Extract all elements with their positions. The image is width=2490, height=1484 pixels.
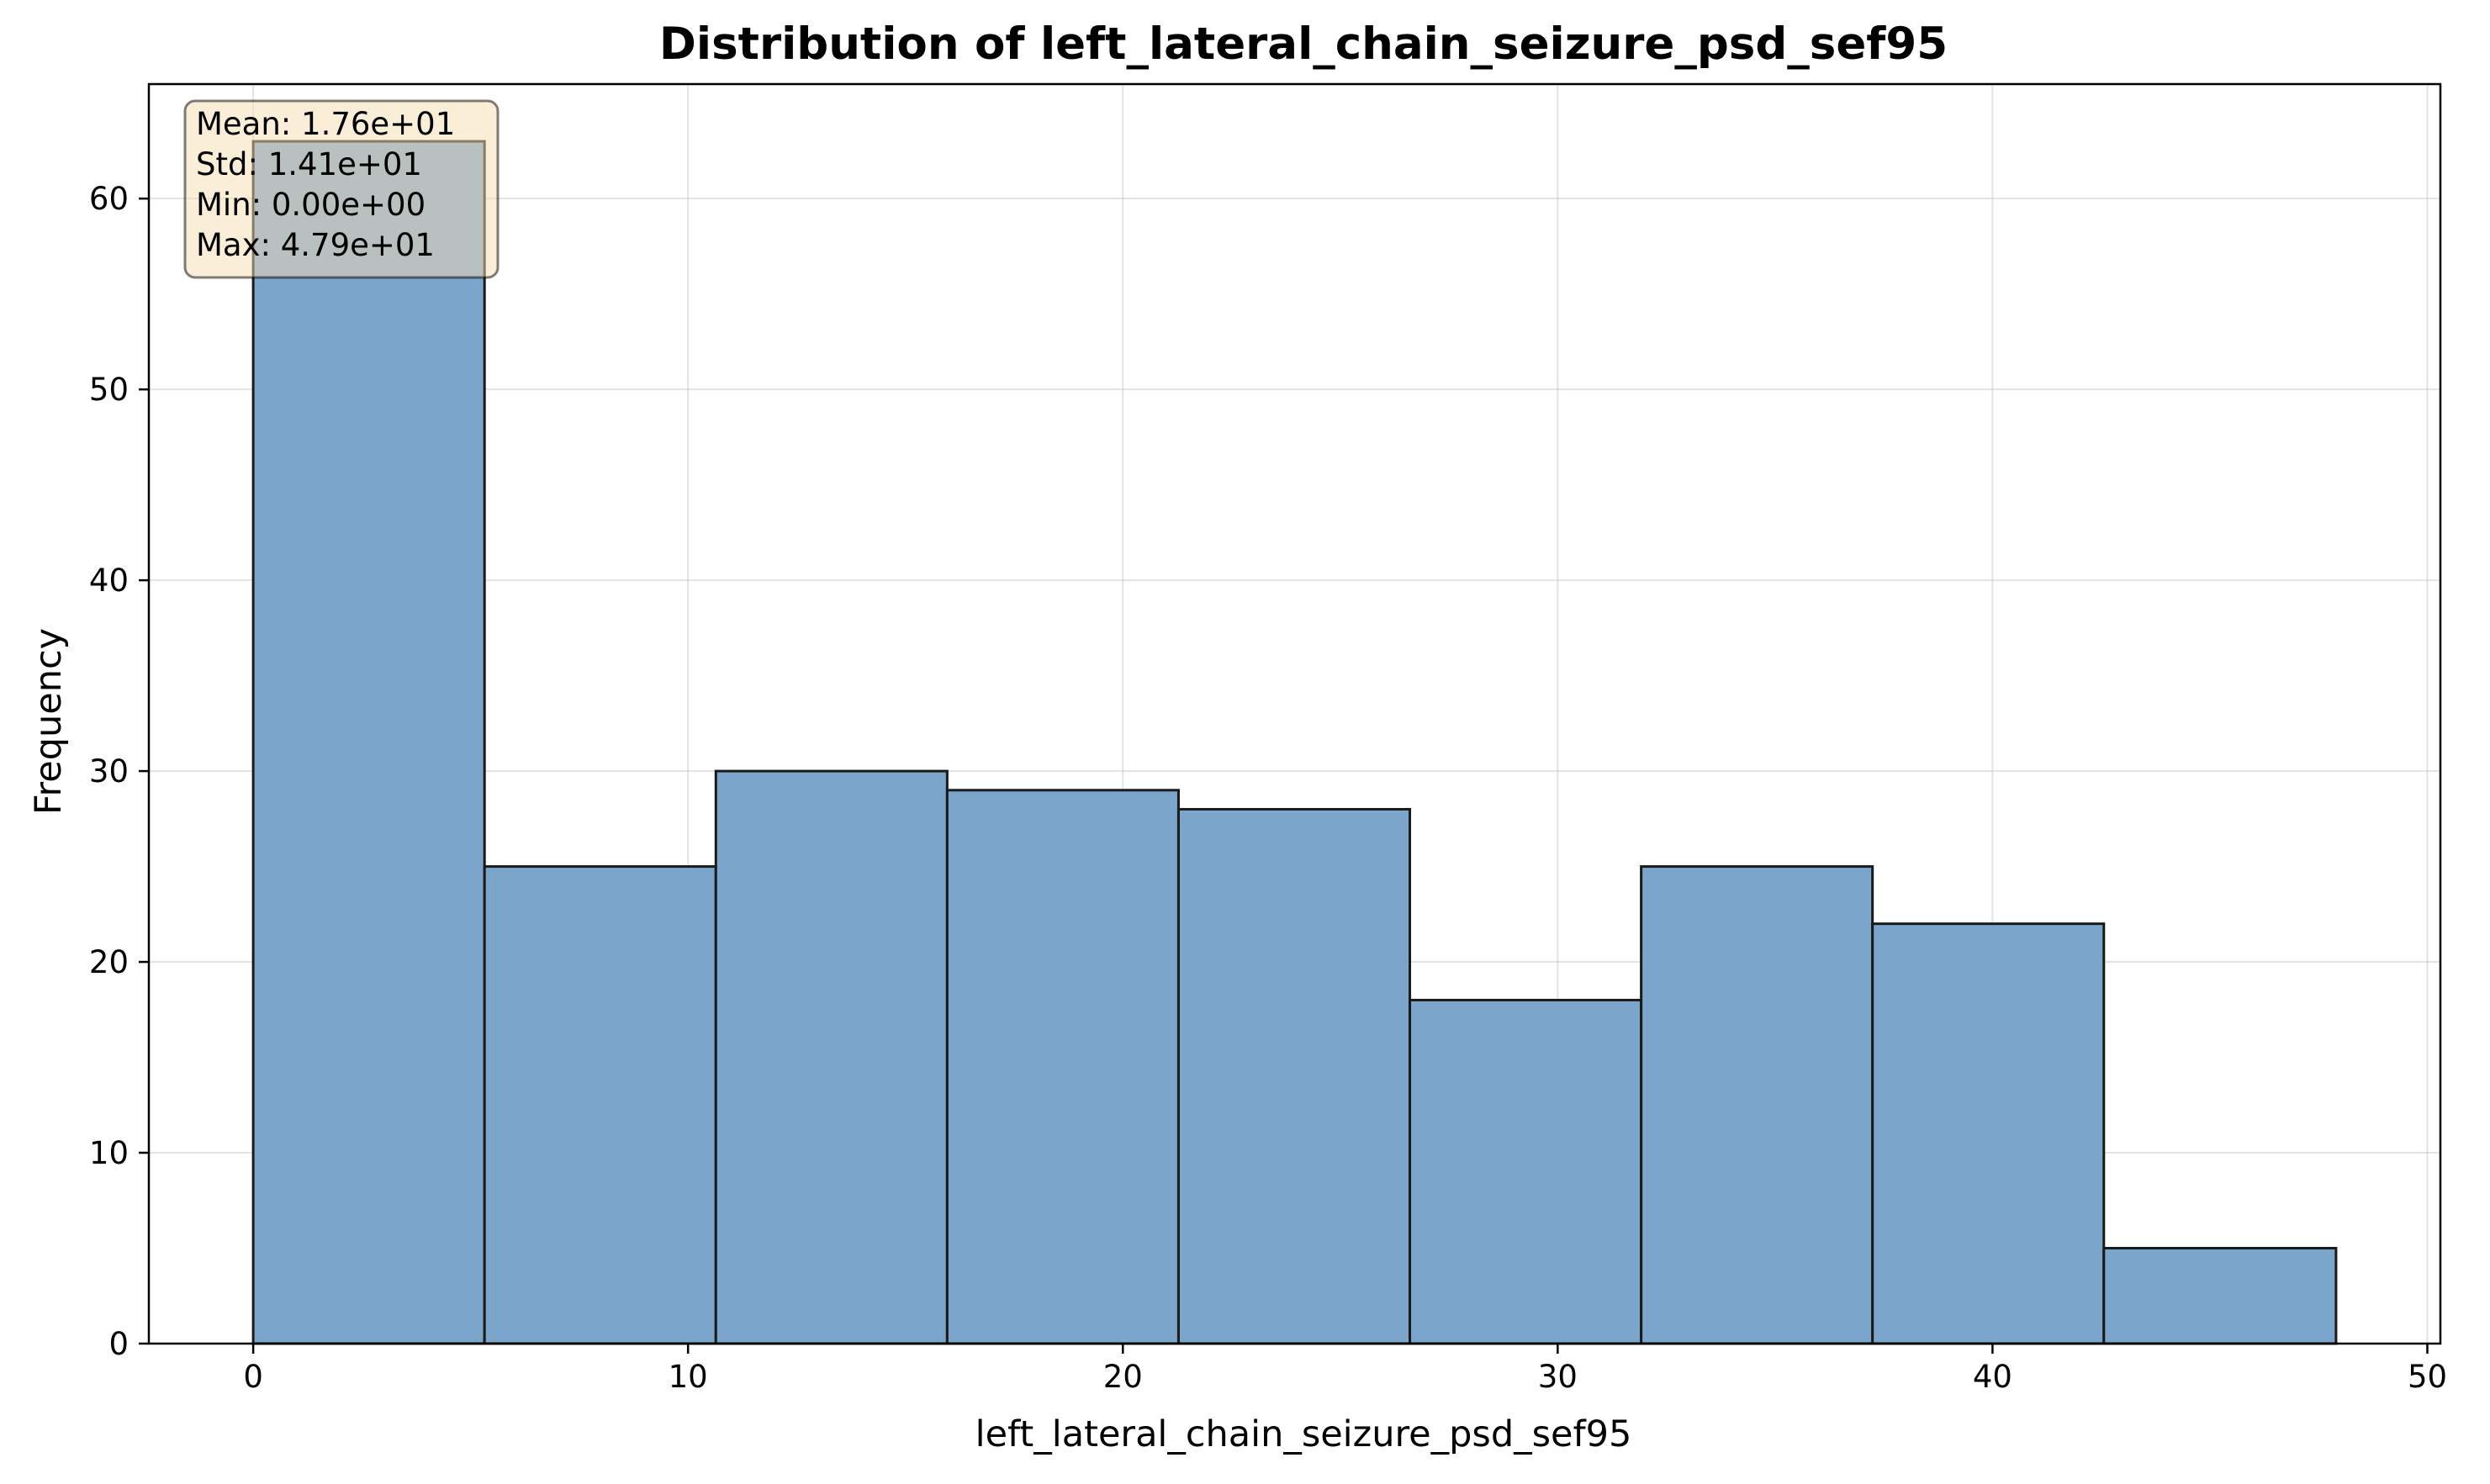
- y-tick-label: 60: [89, 181, 129, 217]
- stats-std: Std: 1.41e+01: [196, 146, 422, 182]
- chart-title: Distribution of left_lateral_chain_seizu…: [659, 18, 1948, 70]
- stats-box: Mean: 1.76e+01 Std: 1.41e+01 Min: 0.00e+…: [183, 99, 500, 279]
- histogram-bar: [1871, 922, 2106, 1345]
- y-tick-label: 10: [89, 1135, 129, 1171]
- x-tick-label: 20: [1103, 1359, 1143, 1395]
- y-tick-label: 30: [89, 753, 129, 790]
- x-tick-label: 50: [2408, 1359, 2447, 1395]
- y-tick-label: 40: [89, 562, 129, 599]
- y-tick-label: 0: [108, 1326, 129, 1362]
- histogram-bar: [1640, 865, 1874, 1345]
- histogram-bars: [251, 140, 2338, 1345]
- histogram-bar: [2102, 1247, 2338, 1345]
- y-tick-label: 50: [89, 372, 129, 408]
- histogram-bar: [714, 769, 949, 1345]
- plot-frame: [147, 82, 2442, 1345]
- x-tick-label: 0: [243, 1359, 263, 1395]
- histogram-bar: [1409, 998, 1643, 1345]
- stats-min: Min: 0.00e+00: [196, 187, 426, 223]
- histogram-bar: [483, 865, 717, 1345]
- x-tick-label: 40: [1973, 1359, 2012, 1395]
- stats-box-background: [183, 99, 500, 279]
- stats-mean: Mean: 1.76e+01: [196, 106, 455, 142]
- x-tick-label: 10: [669, 1359, 708, 1395]
- histogram-bar: [945, 789, 1180, 1345]
- x-axis-ticks: 0 10 20 30 40 50: [243, 1344, 2447, 1395]
- y-axis-ticks: 0 10 20 30 40 50 60: [89, 181, 149, 1362]
- histogram-bar: [251, 140, 486, 1345]
- y-axis-label: Frequency: [28, 628, 70, 815]
- stats-max: Max: 4.79e+01: [196, 227, 435, 263]
- x-axis-label: left_lateral_chain_seizure_psd_sef95: [975, 1413, 1632, 1455]
- x-tick-label: 30: [1538, 1359, 1578, 1395]
- histogram-bar: [1176, 807, 1412, 1345]
- y-tick-label: 20: [89, 944, 129, 980]
